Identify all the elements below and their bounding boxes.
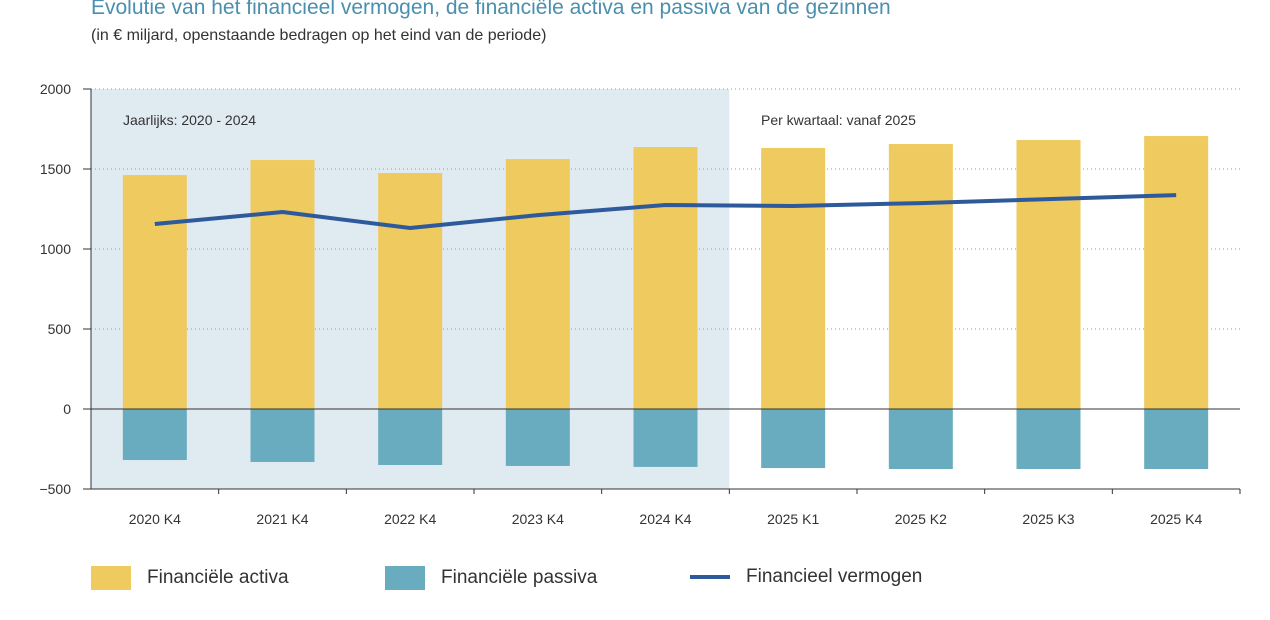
bar-passiva [122,409,187,461]
y-tick-label: 1500 [40,161,71,177]
x-tick-label: 2023 K4 [512,511,564,527]
bar-activa [378,173,443,409]
y-tick-label: 0 [63,401,71,417]
legend-item-activa: Financiële activa [91,566,289,590]
x-tick-label: 2025 K4 [1150,511,1202,527]
bar-activa [888,144,953,410]
legend-swatch-passiva [385,566,425,590]
bar-passiva [505,409,570,466]
bar-activa [122,175,187,409]
annotation-jaarlijks: Jaarlijks: 2020 - 2024 [123,112,256,128]
bar-passiva [378,409,443,465]
y-tick-label: 1000 [40,241,71,257]
bar-passiva [888,409,953,469]
x-tick-label: 2022 K4 [384,511,436,527]
bar-activa [1144,136,1209,410]
bar-activa [761,148,826,410]
legend: Financiële activa Financiële passiva Fin… [0,566,1270,596]
bar-passiva [761,409,826,469]
legend-line-vermogen [690,575,730,579]
bar-passiva [250,409,315,462]
legend-label: Financiële passiva [441,567,598,588]
bar-passiva [633,409,698,467]
annotation-kwartaal: Per kwartaal: vanaf 2025 [761,112,916,128]
legend-label: Financiële activa [147,567,289,588]
x-tick-label: 2020 K4 [129,511,181,527]
legend-item-passiva: Financiële passiva [385,566,597,590]
bar-activa [1016,140,1081,410]
bar-activa [633,147,698,409]
chart-plot: 2000 1500 1000 500 0 −500 2020 K4 2021 K4 2022 K… [39,81,1241,527]
x-tick-label: 2021 K4 [256,511,308,527]
bar-activa [505,159,570,409]
x-tick-label: 2025 K3 [1022,511,1074,527]
chart-title: Evolutie van het financieel vermogen, de… [91,0,891,19]
x-tick-label: 2025 K2 [895,511,947,527]
legend-item-vermogen: Financieel vermogen [690,566,922,588]
x-tick-label: 2024 K4 [639,511,691,527]
bar-activa [250,160,315,409]
y-tick-label: −500 [39,481,71,497]
y-tick-label: 2000 [40,81,71,97]
legend-swatch-activa [91,566,131,590]
x-tick-label: 2025 K1 [767,511,819,527]
bar-passiva [1144,409,1209,469]
bar-passiva [1016,409,1081,469]
y-tick-label: 500 [48,321,72,337]
chart-subtitle: (in € miljard, openstaande bedragen op h… [91,27,547,44]
legend-label: Financieel vermogen [746,566,923,587]
